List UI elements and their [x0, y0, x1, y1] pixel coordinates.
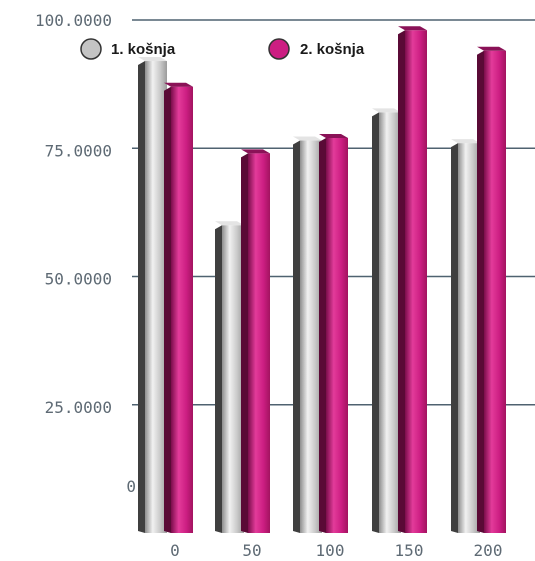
bar-side: [138, 61, 145, 533]
bar-top: [215, 221, 244, 226]
x-tick-label: 0: [170, 541, 180, 560]
legend-label-series-1: 1. košnja: [111, 41, 176, 58]
bar-200-series-1: [451, 139, 480, 533]
bars: [138, 26, 506, 534]
bar-top: [164, 82, 193, 87]
bar-top: [477, 46, 506, 51]
bar-front: [171, 86, 193, 533]
y-tick-label: 50.0000: [45, 270, 112, 289]
bar-front: [405, 30, 427, 533]
bar-200-series-2: [477, 46, 506, 533]
bar-top: [451, 139, 480, 144]
bar-side: [372, 112, 379, 533]
bar-top: [319, 133, 348, 138]
bar-50-series-2: [241, 149, 270, 533]
legend-item-series-2: 2. košnja: [268, 38, 365, 60]
bar-front: [326, 137, 348, 534]
x-tick-label: 100: [316, 541, 345, 560]
bar-top: [293, 136, 322, 141]
legend-marker-series-2: [268, 38, 290, 60]
x-axis-ticks: 0 50 100 150 200: [170, 541, 502, 560]
y-tick-label: 25.0000: [45, 398, 112, 417]
bar-side: [164, 86, 171, 533]
bar-top: [241, 149, 270, 154]
bar-100-series-2: [319, 133, 348, 534]
y-tick-label: 75.0000: [45, 141, 112, 160]
bar-side: [293, 140, 300, 533]
x-tick-label: 200: [474, 541, 503, 560]
x-tick-label: 150: [395, 541, 424, 560]
bar-top: [138, 57, 167, 62]
bar-front: [300, 140, 322, 533]
x-tick-label: 50: [242, 541, 261, 560]
bar-top: [372, 108, 401, 113]
y-tick-label: 0: [126, 477, 136, 496]
bar-100-series-1: [293, 136, 322, 533]
bar-front: [248, 153, 270, 533]
bar-side: [477, 50, 484, 533]
bar-front: [484, 50, 506, 533]
bar-150-series-1: [372, 108, 401, 533]
legend-label-series-2: 2. košnja: [300, 41, 365, 58]
bar-50-series-1: [215, 221, 244, 533]
y-axis-ticks: 0 25.0000 50.0000 75.0000 100.0000: [35, 11, 136, 496]
bar-side: [398, 30, 405, 533]
bar-side: [451, 143, 458, 533]
bar-side: [241, 153, 248, 533]
legend-item-series-1: 1. košnja: [80, 38, 176, 60]
bar-front: [379, 112, 401, 533]
bar-front: [458, 143, 480, 533]
bar-side: [215, 225, 222, 533]
bar-0-series-2: [164, 82, 193, 533]
bar-side: [319, 137, 326, 534]
bar-front: [145, 61, 167, 533]
bar-0-series-1: [138, 57, 167, 533]
legend: 1. košnja 2. košnja: [80, 38, 365, 60]
bar-150-series-2: [398, 26, 427, 533]
bar-top: [398, 26, 427, 31]
bar-front: [222, 225, 244, 533]
y-tick-label: 100.0000: [35, 11, 112, 30]
legend-marker-series-1: [80, 38, 102, 60]
